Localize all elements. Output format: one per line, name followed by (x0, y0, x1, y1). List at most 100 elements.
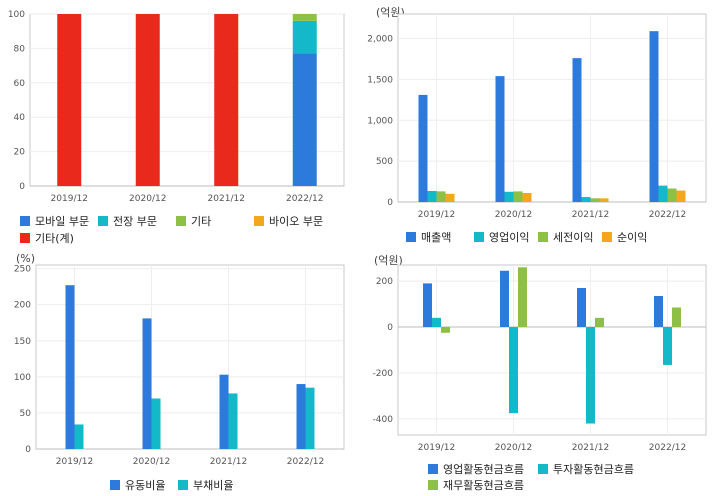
x-tick-label: 2019/12 (56, 457, 93, 467)
bar (305, 387, 315, 449)
ratio-chart: (%) 0 50 100 150 200 250 2019/12 2020/12 2021/12… (0, 248, 360, 496)
legend-swatch (602, 232, 612, 242)
bar (142, 318, 152, 449)
x-tick-label: 2021/12 (210, 457, 247, 467)
y-tick-label: 0 (19, 182, 25, 192)
x-tick-label: 2020/12 (133, 457, 170, 467)
y-tick-label: 20 (14, 148, 26, 158)
y-tick-label: 200 (14, 301, 31, 311)
legend-swatch (538, 464, 548, 474)
legend-item-operating-income: 영업이익 (474, 229, 529, 245)
bar (151, 398, 161, 449)
bar (74, 424, 84, 449)
legend-swatch (254, 216, 264, 226)
y-tick-label: 100 (14, 373, 31, 383)
x-tick-label: 2020/12 (129, 194, 166, 204)
y-tick-label: 60 (14, 79, 26, 89)
bar (219, 374, 229, 449)
legend-item-operating-cf: 영업활동현금흐름 (428, 461, 524, 477)
legend-item-financing-cf: 재무활동현금흐름 (428, 477, 524, 493)
legend-swatch (428, 480, 438, 490)
legend-label: 투자활동현금흐름 (553, 463, 634, 476)
legend-label: 기타(계) (35, 232, 74, 245)
x-tick-label: 2019/12 (418, 443, 455, 453)
legend-label: 유동비율 (125, 479, 166, 492)
bar (649, 31, 659, 202)
bar (581, 197, 591, 202)
x-tick-label: 2020/12 (495, 210, 532, 220)
x-tick-label: 2021/12 (572, 443, 609, 453)
revenue-profit-chart: (억원) 0 500 1,000 1,500 2,000 2019/12 2020/12 20… (362, 0, 720, 248)
legend-label: 순이익 (617, 231, 648, 244)
legend-item-debt-ratio: 부채비율 (178, 477, 233, 493)
bar (228, 393, 238, 449)
bar (423, 283, 432, 328)
y-tick-label: 200 (376, 277, 393, 287)
bar (214, 14, 239, 186)
bar (296, 384, 306, 449)
bar (292, 14, 317, 21)
bar (418, 94, 428, 202)
bar (292, 20, 317, 54)
y-tick-label: 50 (20, 409, 32, 419)
bar (445, 193, 455, 202)
bar (672, 307, 681, 328)
y-tick-label: 80 (14, 44, 26, 54)
legend-swatch (20, 233, 30, 243)
bar (436, 191, 446, 202)
bar (663, 327, 672, 365)
y-tick-label: 40 (14, 113, 26, 123)
bar (65, 285, 75, 449)
bar (513, 191, 523, 202)
bar (658, 185, 668, 202)
y-tick-label: 0 (387, 323, 393, 333)
y-tick-label: 2,000 (367, 35, 393, 45)
bar (495, 76, 505, 202)
legend-item-pretax-income: 세전이익 (538, 229, 593, 245)
legend-swatch (406, 232, 416, 242)
legend-item-electronics: 전장 부문 (98, 213, 157, 229)
legend-item-investing-cf: 투자활동현금흐름 (538, 461, 634, 477)
bar (432, 317, 441, 328)
y-tick-label: -400 (373, 415, 394, 425)
legend-label: 바이오 부문 (269, 215, 324, 228)
plot-frame (29, 13, 345, 187)
revenue-profit-plot: 0 500 1,000 1,500 2,000 2019/12 2020/12 2021/12… (367, 13, 707, 220)
x-tick-label: 2022/12 (649, 443, 686, 453)
legend-swatch (110, 480, 120, 490)
bar (518, 267, 527, 328)
bar (57, 14, 82, 186)
bar (586, 327, 595, 424)
bar (135, 14, 160, 186)
legend-label: 재무활동현금흐름 (443, 479, 524, 492)
legend-label: 매출액 (421, 231, 452, 244)
bar (427, 190, 437, 202)
legend-label: 세전이익 (553, 231, 594, 244)
legend-item-sales: 매출액 (406, 229, 451, 245)
legend-item-net-income: 순이익 (602, 229, 647, 245)
legend-label: 영업활동현금흐름 (443, 463, 524, 476)
x-tick-label: 2022/12 (649, 210, 686, 220)
legend-label: 모바일 부문 (35, 215, 90, 228)
bar (504, 191, 514, 202)
bar (654, 296, 663, 328)
legend-swatch (20, 216, 30, 226)
y-tick-label: 150 (14, 337, 31, 347)
x-tick-label: 2019/12 (418, 210, 455, 220)
x-tick-label: 2022/12 (286, 194, 323, 204)
segment-composition-chart: 0 20 40 60 80 100 2019/12 2020/12 2021/12 2022/12… (0, 0, 360, 248)
unit-label: (%) (16, 252, 36, 265)
bar (522, 193, 532, 202)
legend-label: 전장 부문 (113, 215, 157, 228)
legend-item-other: 기타 (176, 213, 211, 229)
legend-swatch (178, 480, 188, 490)
y-tick-label: 100 (8, 10, 25, 20)
bar (676, 190, 686, 202)
legend-item-mobile: 모바일 부문 (20, 213, 89, 229)
legend-item-bio: 바이오 부문 (254, 213, 323, 229)
legend-label: 기타 (191, 215, 212, 228)
bar (590, 198, 600, 202)
x-tick-label: 2021/12 (208, 194, 245, 204)
legend-label: 영업이익 (489, 231, 530, 244)
x-tick-label: 2019/12 (51, 194, 88, 204)
